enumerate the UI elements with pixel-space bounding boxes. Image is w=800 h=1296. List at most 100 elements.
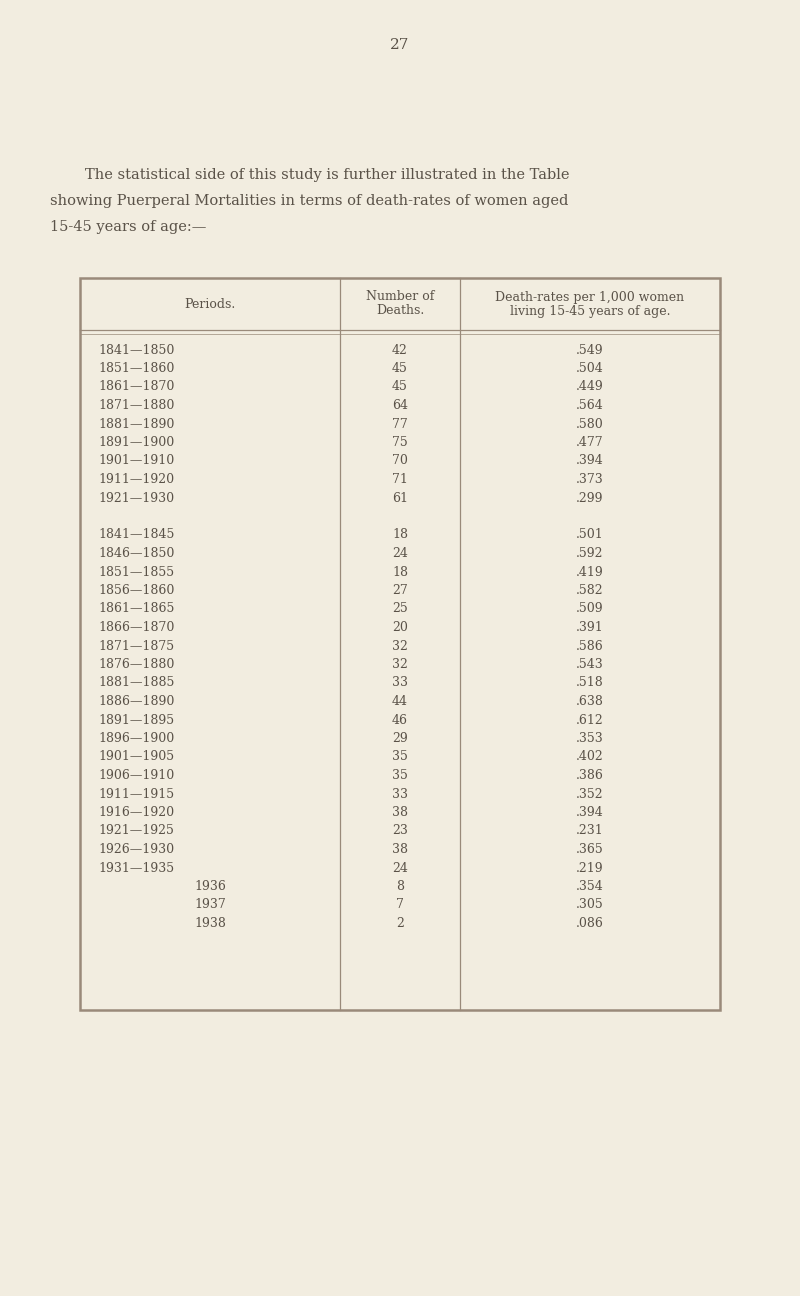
Text: 1911—1920: 1911—1920 [98, 473, 174, 486]
Text: .449: .449 [576, 381, 604, 394]
Text: 75: 75 [392, 435, 408, 448]
Text: .509: .509 [576, 603, 604, 616]
Text: .231: .231 [576, 824, 604, 837]
Text: 1861—1865: 1861—1865 [98, 603, 174, 616]
Text: .365: .365 [576, 842, 604, 855]
Text: 32: 32 [392, 639, 408, 652]
Text: 1931—1935: 1931—1935 [98, 862, 174, 875]
Text: 1851—1860: 1851—1860 [98, 362, 174, 375]
Text: .586: .586 [576, 639, 604, 652]
Text: 61: 61 [392, 491, 408, 504]
Text: .518: .518 [576, 677, 604, 689]
Text: 23: 23 [392, 824, 408, 837]
Text: 18: 18 [392, 565, 408, 578]
Text: 32: 32 [392, 658, 408, 671]
Text: 33: 33 [392, 677, 408, 689]
Text: 24: 24 [392, 862, 408, 875]
Text: 77: 77 [392, 417, 408, 430]
Text: 64: 64 [392, 399, 408, 412]
Text: 27: 27 [390, 38, 410, 52]
Text: .543: .543 [576, 658, 604, 671]
Text: 45: 45 [392, 362, 408, 375]
Text: .504: .504 [576, 362, 604, 375]
Text: 1871—1880: 1871—1880 [98, 399, 174, 412]
Text: 1876—1880: 1876—1880 [98, 658, 174, 671]
Text: Deaths.: Deaths. [376, 305, 424, 318]
Text: .299: .299 [576, 491, 604, 504]
Text: 38: 38 [392, 842, 408, 855]
Text: 29: 29 [392, 732, 408, 745]
Text: 1866—1870: 1866—1870 [98, 621, 174, 634]
Text: Periods.: Periods. [184, 298, 236, 311]
Text: .501: .501 [576, 529, 604, 542]
Text: .394: .394 [576, 455, 604, 468]
Text: 1861—1870: 1861—1870 [98, 381, 174, 394]
Text: 1936: 1936 [194, 880, 226, 893]
Text: .580: .580 [576, 417, 604, 430]
Text: .354: .354 [576, 880, 604, 893]
Text: .638: .638 [576, 695, 604, 708]
Text: 1901—1910: 1901—1910 [98, 455, 174, 468]
Text: The statistical side of this study is further illustrated in the Table: The statistical side of this study is fu… [85, 168, 570, 181]
Text: .219: .219 [576, 862, 604, 875]
Text: 1938: 1938 [194, 918, 226, 931]
Text: 7: 7 [396, 898, 404, 911]
Text: 1881—1890: 1881—1890 [98, 417, 174, 430]
Text: 1871—1875: 1871—1875 [98, 639, 174, 652]
Text: 42: 42 [392, 343, 408, 356]
Bar [80, 279, 720, 1010]
Text: .612: .612 [576, 714, 604, 727]
Text: Number of: Number of [366, 290, 434, 303]
Text: 27: 27 [392, 584, 408, 597]
Text: 1846—1850: 1846—1850 [98, 547, 174, 560]
Text: .592: .592 [576, 547, 604, 560]
Text: 1841—1845: 1841—1845 [98, 529, 174, 542]
Text: living 15-45 years of age.: living 15-45 years of age. [510, 305, 670, 318]
Text: 1841—1850: 1841—1850 [98, 343, 174, 356]
Text: 1856—1860: 1856—1860 [98, 584, 174, 597]
Text: 1891—1900: 1891—1900 [98, 435, 174, 448]
Text: .402: .402 [576, 750, 604, 763]
Text: 1926—1930: 1926—1930 [98, 842, 174, 855]
Text: showing Puerperal Mortalities in terms of death-rates of women aged: showing Puerperal Mortalities in terms o… [50, 194, 568, 207]
Text: 1911—1915: 1911—1915 [98, 788, 174, 801]
Text: 1891—1895: 1891—1895 [98, 714, 174, 727]
Text: 1906—1910: 1906—1910 [98, 769, 174, 781]
Text: .549: .549 [576, 343, 604, 356]
Text: 71: 71 [392, 473, 408, 486]
Text: 38: 38 [392, 806, 408, 819]
Text: 1881—1885: 1881—1885 [98, 677, 174, 689]
Text: 1937: 1937 [194, 898, 226, 911]
Text: .373: .373 [576, 473, 604, 486]
Text: 33: 33 [392, 788, 408, 801]
Text: 1916—1920: 1916—1920 [98, 806, 174, 819]
Text: 8: 8 [396, 880, 404, 893]
Text: 35: 35 [392, 769, 408, 781]
Text: 1886—1890: 1886—1890 [98, 695, 174, 708]
Text: 1896—1900: 1896—1900 [98, 732, 174, 745]
Text: 18: 18 [392, 529, 408, 542]
Text: 44: 44 [392, 695, 408, 708]
Text: .353: .353 [576, 732, 604, 745]
Text: 24: 24 [392, 547, 408, 560]
Text: 45: 45 [392, 381, 408, 394]
Text: 1921—1930: 1921—1930 [98, 491, 174, 504]
Text: .352: .352 [576, 788, 604, 801]
Text: .564: .564 [576, 399, 604, 412]
Text: .391: .391 [576, 621, 604, 634]
Text: 1901—1905: 1901—1905 [98, 750, 174, 763]
Text: .305: .305 [576, 898, 604, 911]
Text: 1921—1925: 1921—1925 [98, 824, 174, 837]
Text: .394: .394 [576, 806, 604, 819]
Text: 1851—1855: 1851—1855 [98, 565, 174, 578]
Text: 15-45 years of age:—: 15-45 years of age:— [50, 220, 206, 235]
Text: 35: 35 [392, 750, 408, 763]
Text: 20: 20 [392, 621, 408, 634]
Text: 70: 70 [392, 455, 408, 468]
Text: .419: .419 [576, 565, 604, 578]
Text: .582: .582 [576, 584, 604, 597]
Text: Death-rates per 1,000 women: Death-rates per 1,000 women [495, 290, 685, 303]
Text: .386: .386 [576, 769, 604, 781]
Text: 46: 46 [392, 714, 408, 727]
Text: .086: .086 [576, 918, 604, 931]
